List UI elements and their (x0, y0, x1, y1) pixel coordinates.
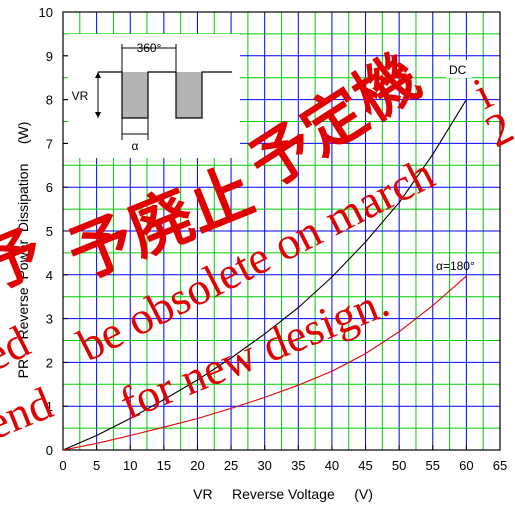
inset-arrow-head (95, 112, 101, 118)
inset-arrow-head (95, 72, 101, 78)
inset-period-label: 360° (137, 41, 162, 55)
inset-waveform-line (98, 71, 232, 119)
alpha-series-label: α=180° (436, 259, 475, 273)
x-tick-label: 30 (257, 458, 271, 473)
y-tick-label: 6 (46, 180, 53, 195)
y-tick-label: 4 (46, 268, 53, 283)
x-tick-label: 50 (392, 458, 406, 473)
x-tick-label: 25 (224, 458, 238, 473)
x-tick-label: 15 (157, 458, 171, 473)
watermark-frag-2: end (0, 377, 59, 449)
inset-amplitude-label: VR (72, 89, 89, 103)
y-tick-labels: 0 1 2 3 4 5 6 7 8 9 10 (39, 5, 53, 458)
x-tick-labels: 0 5 10 15 20 25 30 35 40 45 50 55 60 65 (59, 458, 507, 473)
x-tick-label: 10 (123, 458, 137, 473)
y-tick-label: 8 (46, 93, 53, 108)
dc-series-label: DC (449, 63, 467, 77)
y-tick-label: 9 (46, 49, 53, 64)
x-tick-label: 40 (325, 458, 339, 473)
y-tick-label: 0 (46, 443, 53, 458)
y-tick-label: 5 (46, 224, 53, 239)
y-tick-label: 2 (46, 355, 53, 370)
y-tick-label: 1 (46, 399, 53, 414)
tick-marks (62, 11, 501, 451)
inset-pulse-2 (176, 72, 202, 118)
dc-label-bg (446, 60, 472, 78)
x-axis-title: VR Reverse Voltage (V) (193, 486, 373, 502)
y-axis-title: PR Reverse Power Dissipation (W) (15, 122, 31, 379)
y-tick-label: 10 (39, 5, 53, 20)
inset-pulse-1 (122, 72, 148, 118)
x-tick-label: 35 (291, 458, 305, 473)
series-lines (62, 99, 467, 451)
x-tick-label: 55 (426, 458, 440, 473)
inset-waveform: 360° VR α (68, 34, 240, 158)
x-tick-label: 45 (358, 458, 372, 473)
y-tick-label: 3 (46, 312, 53, 327)
x-tick-label: 65 (493, 458, 507, 473)
x-tick-label: 60 (459, 458, 473, 473)
y-tick-label: 7 (46, 136, 53, 151)
inset-alpha-label: α (132, 139, 139, 153)
series-line-alpha-180 (62, 275, 467, 451)
x-tick-label: 5 (93, 458, 100, 473)
x-tick-label: 0 (59, 458, 66, 473)
x-tick-label: 20 (190, 458, 204, 473)
series-line-dc (62, 99, 467, 451)
inset-background (68, 34, 240, 158)
